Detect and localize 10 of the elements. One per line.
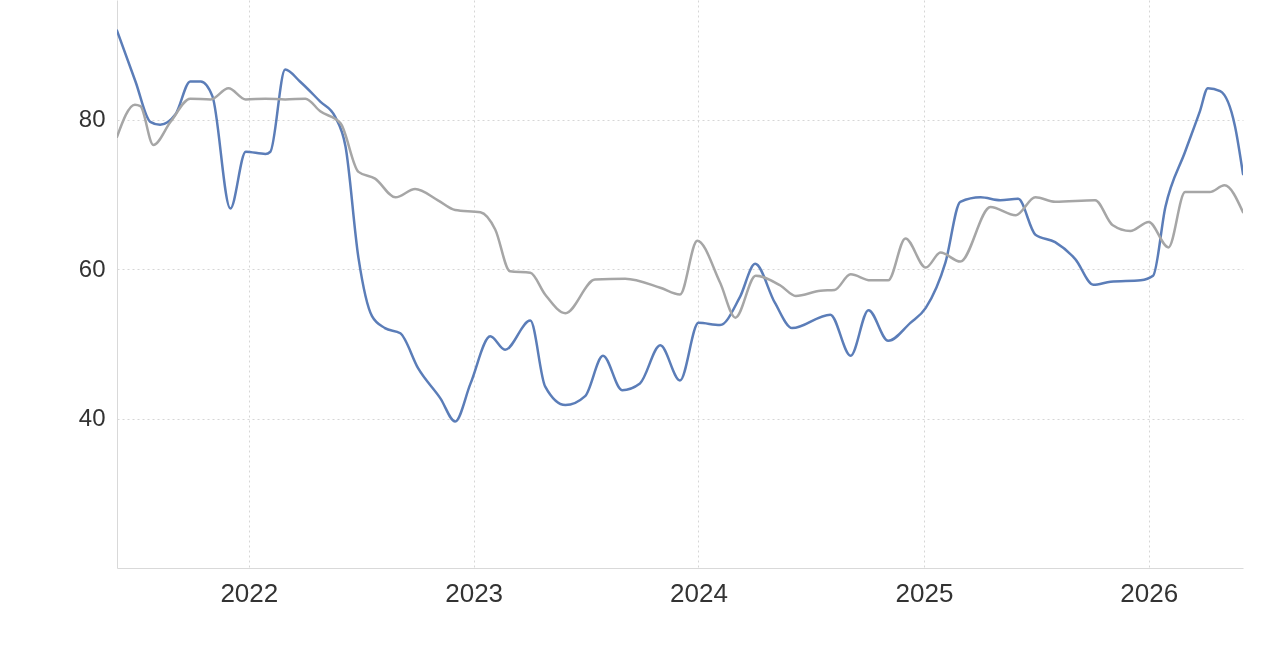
x-tick-label: 2023	[445, 577, 504, 608]
x-tick-label: 2022	[220, 577, 279, 608]
y-tick-label: 80	[78, 105, 106, 133]
x-tick-label: 2025	[895, 577, 954, 608]
y-tick-label: 60	[78, 254, 106, 282]
line-series	[117, 29, 1243, 423]
line-series	[117, 86, 1243, 319]
x-tick-label: 2024	[670, 577, 728, 608]
x-tick-label: 2026	[1120, 577, 1179, 608]
y-tick-label: 40	[78, 404, 106, 432]
